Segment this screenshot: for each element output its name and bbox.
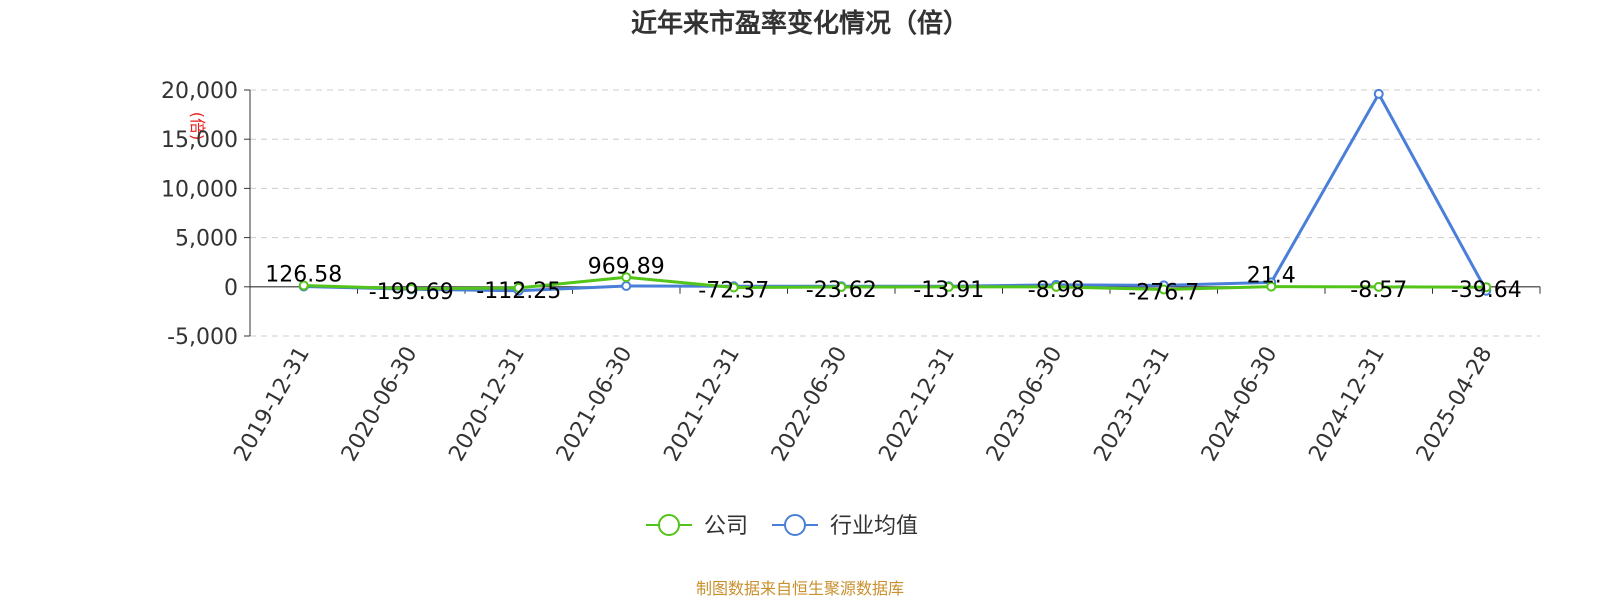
data-point-company [1373,281,1384,292]
x-tick-label: 2019-12-31 [229,343,315,466]
legend-label: 公司 [704,514,748,539]
data-label: -8.57 [1350,278,1407,303]
data-point-company [406,283,417,294]
grid-lines [250,89,1540,337]
data-labels: 126.58 -199.69 -112.25 969.89 -72.37 -23.62 -1… [265,254,1521,305]
data-point-company [943,281,954,292]
data-label: 126.58 [265,263,342,288]
data-label: -72.37 [698,279,769,304]
data-label: -112.25 [476,279,561,304]
y-tick-label: 5,000 [175,227,238,252]
series-line-company [303,275,1487,292]
axes: -5,000 0 5,000 10,000 15,000 20,000 2019-12-31… [161,79,1541,466]
data-point-company [1051,281,1062,292]
x-tick-label: 2023-06-30 [982,343,1068,466]
x-tick-label: 2022-06-30 [767,343,853,466]
y-axis-unit-label: (倍) [188,112,207,141]
x-tick-label: 2023-12-31 [1089,343,1175,466]
data-point-company [1158,284,1169,295]
data-point-company [836,282,847,293]
data-point-industry-avg [1373,88,1384,99]
legend-item-industry-avg[interactable]: 行业均值 [772,514,918,539]
data-point-company [1481,282,1492,293]
data-label: -199.69 [369,280,454,305]
legend-item-company[interactable]: 公司 [646,514,748,539]
x-tick-label: 2020-12-31 [444,343,530,466]
legend-marker-icon [784,514,806,536]
y-tick-label: 10,000 [161,177,238,202]
series-line-industry-avg [303,92,1488,293]
data-point-company [298,280,309,291]
data-point-company [1266,281,1277,292]
data-label: -276.7 [1128,281,1199,306]
x-tick-label: 2025-04-28 [1412,343,1498,466]
data-point-company [513,282,524,293]
data-point-company [621,272,632,283]
series-lines [298,88,1492,296]
y-tick-label: 20,000 [161,79,238,104]
data-point-company [728,282,739,293]
data-label: -8.98 [1028,278,1085,303]
legend[interactable]: 公司 行业均值 [646,514,918,539]
y-tick-label: -5,000 [167,325,238,350]
x-tick-label: 2020-06-30 [337,343,423,466]
source-note: 制图数据来自恒生聚源数据库 [696,579,904,598]
legend-label: 行业均值 [830,514,918,539]
data-label: 21.4 [1247,264,1296,289]
data-label: -13.91 [913,278,984,303]
x-tick-label: 2021-12-31 [659,343,745,466]
y-tick-label: 0 [224,276,238,301]
data-label: 969.89 [588,254,665,279]
chart-title: 近年来市盈率变化情况（倍） [631,8,969,39]
data-label: -39.64 [1451,278,1522,303]
x-tick-label: 2021-06-30 [552,343,638,466]
x-tick-label: 2024-12-31 [1304,343,1390,466]
data-label: -23.62 [806,278,877,303]
x-tick-label: 2022-12-31 [874,343,960,466]
data-point-industry-avg [621,281,632,292]
legend-marker-icon [658,514,680,536]
y-tick-label: 15,000 [161,128,238,153]
x-tick-label: 2024-06-30 [1197,343,1283,466]
